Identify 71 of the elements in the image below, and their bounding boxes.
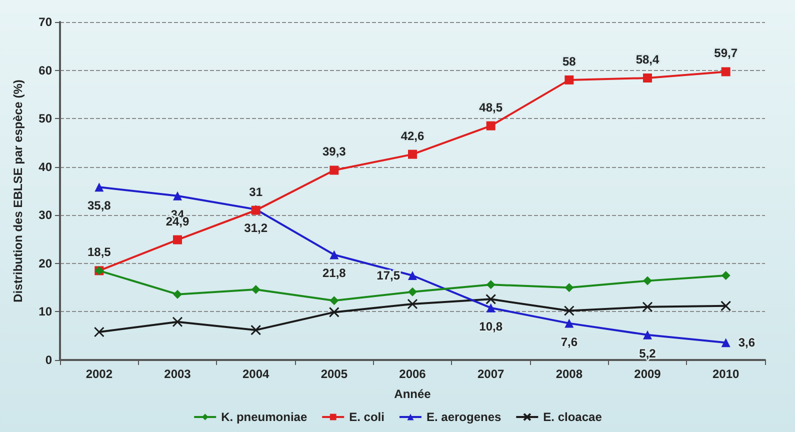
- legend-label: E. coli: [349, 410, 384, 424]
- data-label: 58,4: [636, 52, 660, 67]
- y-tick-label: 0: [45, 353, 52, 367]
- point: [408, 150, 417, 159]
- point: [721, 338, 730, 348]
- data-label: 10,8: [479, 319, 503, 334]
- point: [173, 290, 182, 299]
- point: [564, 75, 574, 84]
- point: [720, 300, 732, 312]
- data-label: 21,8: [322, 266, 346, 280]
- point: [721, 271, 730, 280]
- y-tick-label: 40: [38, 160, 52, 174]
- data-label: 31: [249, 184, 263, 199]
- point: [330, 250, 339, 260]
- point: [642, 302, 653, 312]
- y-tick-label: 20: [38, 256, 52, 270]
- y-axis-title: Distribution des EBLSE par espèce (%): [11, 80, 25, 302]
- point: [173, 235, 182, 244]
- data-label: 31,2: [244, 220, 268, 235]
- legend-label: K. pneumoniae: [221, 410, 308, 424]
- data-label: 3,6: [738, 336, 756, 350]
- x-tick-label: 2004: [242, 367, 270, 381]
- point: [564, 306, 574, 316]
- x-tick-label: 2002: [86, 367, 113, 381]
- point: [94, 182, 104, 192]
- point: [643, 276, 652, 286]
- legend-label: E. cloacae: [543, 410, 602, 424]
- point: [173, 191, 182, 200]
- data-label: 48,5: [479, 100, 503, 114]
- x-tick-label: 2005: [320, 367, 348, 381]
- point: [407, 298, 418, 310]
- point: [564, 318, 574, 328]
- point: [94, 326, 104, 338]
- point: [172, 316, 183, 328]
- data-label: 17,5: [376, 268, 400, 282]
- data-label: 59,7: [714, 46, 738, 60]
- y-tick-label: 60: [38, 63, 52, 78]
- y-tick-label: 50: [38, 112, 52, 126]
- x-tick-label: 2003: [164, 367, 192, 381]
- y-tick-label: 10: [38, 304, 52, 319]
- point: [408, 271, 417, 280]
- data-label: 7,6: [560, 334, 578, 349]
- y-tick-label: 70: [38, 15, 52, 29]
- x-axis-title: Année: [394, 387, 432, 401]
- point: [328, 306, 340, 318]
- data-label: 42,6: [400, 128, 424, 143]
- y-tick-label: 30: [38, 208, 52, 222]
- point: [250, 324, 262, 336]
- x-tick-label: 2008: [556, 367, 583, 381]
- x-tick-label: 2009: [634, 367, 662, 381]
- x-tick-label: 2010: [712, 367, 740, 381]
- point: [251, 285, 260, 294]
- data-label: 35,8: [87, 198, 112, 213]
- data-label: 39,3: [322, 144, 346, 159]
- point: [486, 121, 496, 130]
- data-label: 18,5: [87, 245, 112, 260]
- point: [486, 294, 496, 304]
- x-tick-label: 2006: [399, 367, 426, 381]
- data-label: 58: [562, 54, 576, 68]
- point: [564, 283, 574, 292]
- point: [330, 166, 339, 175]
- point: [486, 280, 496, 290]
- data-label: 5,2: [639, 346, 656, 360]
- point: [486, 303, 496, 312]
- point: [643, 330, 652, 340]
- point: [408, 287, 417, 296]
- point: [330, 296, 339, 306]
- x-tick-label: 2007: [477, 367, 505, 381]
- point: [643, 74, 652, 83]
- point: [721, 67, 730, 76]
- legend-label: E. aerogenes: [426, 410, 502, 424]
